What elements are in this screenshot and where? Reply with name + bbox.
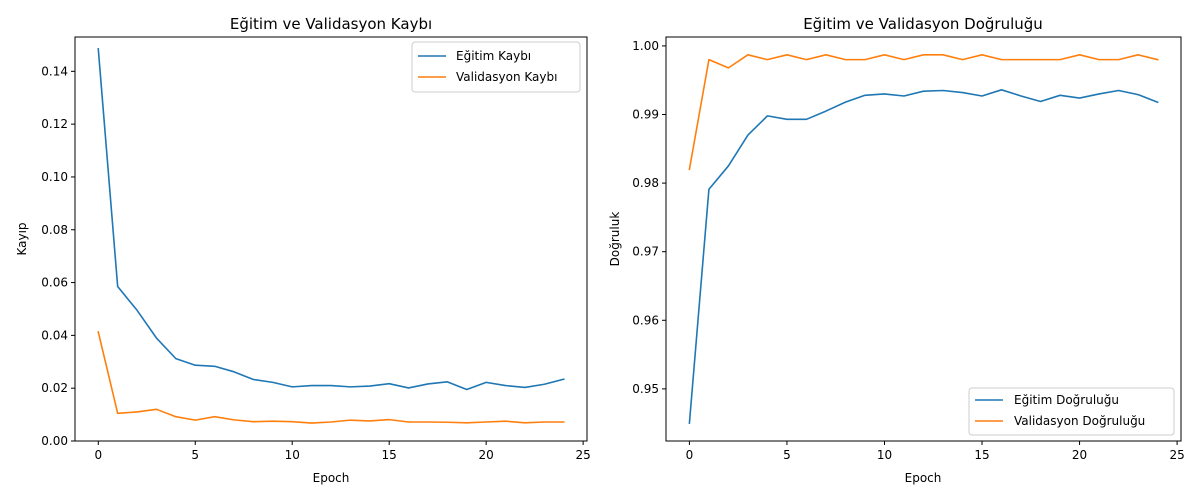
loss-y-ticks: 0.00 0.02 0.04 0.06 0.08 0.10 0.12 0.14 [41,64,75,448]
accuracy-x-tick-label: 0 [686,448,694,462]
loss-y-tick-label: 0.00 [41,434,68,448]
accuracy-x-tick-label: 25 [1169,448,1184,462]
accuracy-x-ticks: 0 5 10 15 20 25 [686,441,1185,462]
loss-y-tick-label: 0.06 [41,276,68,290]
accuracy-axes-frame [665,36,1182,442]
loss-y-tick-label: 0.14 [41,64,68,78]
loss-y-axis-label: Kayıp [15,222,29,255]
loss-x-ticks: 0 5 10 15 20 25 [94,441,591,462]
accuracy-x-tick-label: 10 [877,448,892,462]
loss-legend-label-val: Validasyon Kaybı [456,70,557,84]
loss-y-tick-label: 0.02 [41,381,68,395]
loss-x-tick-label: 25 [575,448,590,462]
loss-x-tick-label: 0 [94,448,102,462]
loss-x-tick-label: 10 [285,448,300,462]
accuracy-x-tick-label: 5 [783,448,791,462]
loss-legend-label-train: Eğitim Kaybı [456,49,531,63]
loss-x-tick-label: 5 [191,448,199,462]
accuracy-y-tick-label: 0.98 [632,176,659,190]
accuracy-y-tick-label: 0.99 [632,108,659,122]
loss-x-tick-label: 20 [479,448,494,462]
accuracy-x-axis-label: Epoch [905,471,942,485]
accuracy-y-ticks: 0.95 0.96 0.97 0.98 0.99 1.00 [632,39,666,396]
accuracy-legend-label-train: Eğitim Doğruluğu [1014,393,1119,407]
accuracy-x-tick-label: 20 [1072,448,1087,462]
accuracy-series-line-val [688,54,1159,171]
accuracy-y-tick-label: 0.96 [632,313,659,327]
accuracy-plot-area [688,54,1159,425]
loss-axes-frame [74,36,588,442]
accuracy-series-line-train [688,89,1159,425]
loss-y-tick-label: 0.08 [41,223,68,237]
loss-y-tick-label: 0.12 [41,117,68,131]
accuracy-chart-title: Eğitim ve Validasyon Doğruluğu [803,15,1043,33]
loss-chart-title: Eğitim ve Validasyon Kaybı [230,15,432,33]
accuracy-x-tick-label: 15 [974,448,989,462]
loss-chart: Eğitim ve Validasyon Kaybı 0 5 10 15 20 25 0.… [15,15,591,485]
accuracy-y-axis-label: Doğruluk [608,212,622,267]
accuracy-y-tick-label: 1.00 [632,39,659,53]
loss-x-tick-label: 15 [382,448,397,462]
accuracy-legend-box [968,387,1175,436]
loss-y-tick-label: 0.04 [41,328,68,342]
loss-y-tick-label: 0.10 [41,170,68,184]
loss-legend: Eğitim Kaybı Validasyon Kaybı [411,41,581,93]
loss-series-line-val [97,330,565,424]
accuracy-legend: Eğitim Doğruluğu Validasyon Doğruluğu [968,387,1175,436]
accuracy-legend-label-val: Validasyon Doğruluğu [1014,414,1145,428]
loss-x-axis-label: Epoch [313,471,350,485]
loss-plot-area [97,48,565,424]
accuracy-chart: Eğitim ve Validasyon Doğruluğu 0 5 10 15 20 2… [608,15,1185,485]
loss-series-line-train [97,48,565,391]
loss-legend-box [411,41,581,93]
accuracy-y-tick-label: 0.97 [632,245,659,259]
accuracy-y-tick-label: 0.95 [632,382,659,396]
